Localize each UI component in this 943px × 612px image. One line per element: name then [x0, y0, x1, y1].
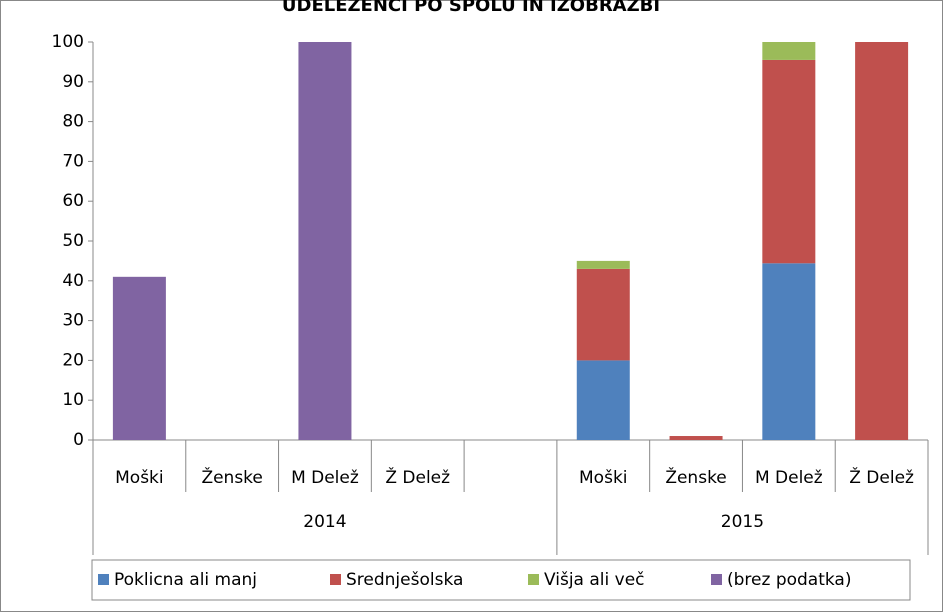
legend-label: Višja ali več [544, 570, 645, 590]
group-label: 2015 [721, 512, 764, 532]
bar [855, 42, 909, 440]
x-tick-label: Moški [579, 468, 628, 488]
bar [576, 360, 630, 440]
legend-swatch [528, 574, 539, 585]
y-tick-label: 100 [52, 32, 84, 52]
y-tick-label: 30 [62, 311, 84, 331]
legend-label: (brez podatka) [727, 570, 852, 590]
y-tick-label: 90 [62, 72, 84, 92]
bar [762, 263, 816, 440]
bar [669, 436, 723, 440]
y-tick-label: 50 [62, 231, 84, 251]
x-tick-label: Moški [115, 468, 164, 488]
x-tick-label: Ž Delež [849, 466, 914, 488]
x-tick-label: M Delež [755, 468, 823, 488]
x-tick-label: Ženske [201, 466, 262, 488]
bar [112, 276, 166, 440]
legend-label: Srednješolska [346, 570, 463, 590]
x-tick-label: Ženske [665, 466, 726, 488]
legend-box [91, 559, 911, 601]
legend-swatch [98, 574, 109, 585]
bar [576, 260, 630, 269]
y-tick-label: 10 [62, 390, 84, 410]
x-tick-label: Ž Delež [385, 466, 450, 488]
y-tick-label: 0 [73, 430, 84, 450]
chart-title: UDELEŽENCI PO SPOLU IN IZOBRAZBI [282, 0, 660, 16]
bar [298, 42, 352, 440]
bar [762, 42, 816, 60]
y-tick-label: 70 [62, 151, 84, 171]
x-tick-label: M Delež [291, 468, 359, 488]
y-tick-label: 40 [62, 271, 84, 291]
bar [762, 59, 816, 264]
legend-swatch [711, 574, 722, 585]
y-tick-label: 20 [62, 350, 84, 370]
group-label: 2014 [303, 512, 346, 532]
bar [576, 268, 630, 361]
y-tick-label: 60 [62, 191, 84, 211]
y-tick-label: 80 [62, 112, 84, 132]
legend-swatch [330, 574, 341, 585]
legend-label: Poklicna ali manj [114, 570, 257, 590]
